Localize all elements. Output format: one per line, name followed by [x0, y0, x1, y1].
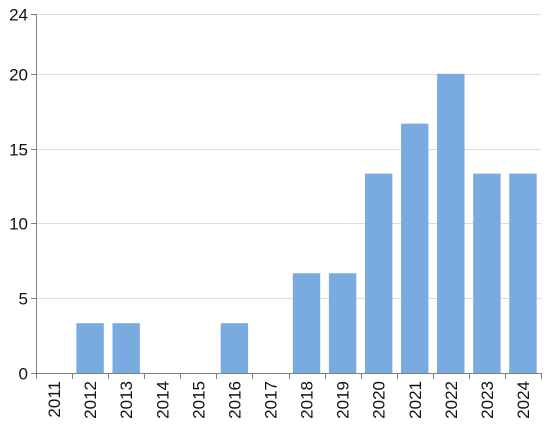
- x-tick-label: 2015: [189, 381, 208, 419]
- bar-2023: [473, 173, 501, 373]
- y-tick-label: 15: [9, 141, 28, 160]
- x-tick-label: 2021: [406, 381, 425, 419]
- x-tick-label: 2019: [334, 381, 353, 419]
- bar-2013: [112, 323, 140, 373]
- x-tick-label: 2016: [225, 381, 244, 419]
- bar-2019: [328, 273, 357, 373]
- bar-2012: [76, 323, 104, 373]
- bar-2018: [292, 273, 321, 373]
- x-tick-label: 2013: [117, 381, 136, 419]
- bar-2024: [509, 173, 537, 373]
- x-tick-label: 2012: [81, 381, 100, 419]
- bar-2021: [401, 123, 429, 373]
- gridlines: [36, 14, 541, 299]
- y-tick-label: 10: [9, 215, 28, 234]
- y-tick-label: 0: [19, 365, 28, 384]
- bars: [40, 73, 537, 374]
- x-tick-label: 2018: [298, 381, 317, 419]
- bar-2020: [364, 173, 393, 373]
- x-tick-label: 2024: [514, 381, 533, 419]
- x-tick-label: 2011: [45, 381, 64, 418]
- y-tick-labels: 0 5 10 15 20 24: [9, 6, 28, 384]
- y-tick-label: 20: [9, 66, 28, 85]
- bar-2016: [220, 323, 249, 373]
- y-tick-label: 5: [19, 290, 28, 309]
- x-tick-labels: 2011 2012 2013 2014 2015 2016 2017 2018 2019 2020…: [45, 381, 533, 419]
- x-tick-label: 2022: [442, 381, 461, 419]
- y-tick-label: 24: [9, 6, 28, 25]
- x-tick-label: 2017: [262, 381, 281, 419]
- axes: [31, 14, 542, 379]
- bar-2022: [437, 73, 465, 373]
- x-tick-label: 2020: [370, 381, 389, 419]
- x-tick-label: 2014: [153, 381, 172, 419]
- x-tick-label: 2023: [478, 381, 497, 419]
